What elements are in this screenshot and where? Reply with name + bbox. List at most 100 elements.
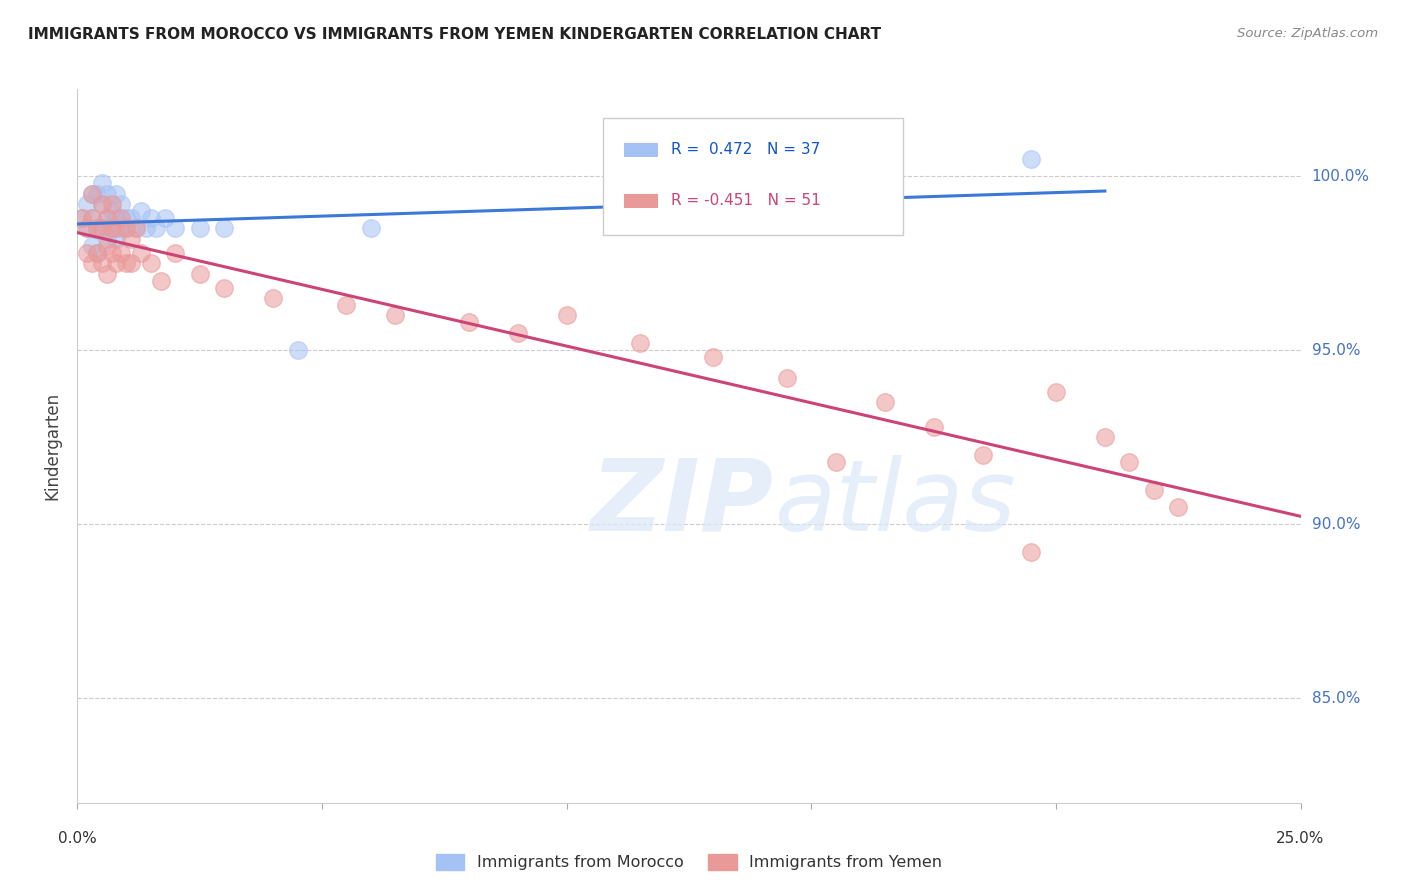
Point: [145, 221, 167, 235]
Point: [86, 221, 108, 235]
Point: [100, 221, 122, 235]
Point: [90, 221, 112, 235]
Point: [972, 448, 994, 462]
Point: [90, 197, 112, 211]
Point: [115, 256, 138, 270]
Point: [120, 232, 142, 246]
Text: R =  0.472   N = 37: R = 0.472 N = 37: [671, 142, 820, 157]
Point: [129, 204, 152, 219]
Text: 25.0%: 25.0%: [1277, 830, 1324, 846]
FancyBboxPatch shape: [624, 143, 658, 157]
Point: [96, 186, 118, 201]
Point: [76, 221, 98, 235]
Text: atlas: atlas: [775, 455, 1017, 551]
Point: [105, 211, 128, 225]
Point: [96, 239, 118, 253]
Point: [105, 186, 128, 201]
FancyBboxPatch shape: [603, 118, 903, 235]
Point: [628, 336, 651, 351]
Point: [212, 221, 235, 235]
Point: [96, 267, 118, 281]
Text: 100.0%: 100.0%: [1312, 169, 1369, 184]
Point: [129, 245, 152, 260]
Point: [80, 211, 103, 225]
Point: [555, 309, 578, 323]
Point: [165, 245, 187, 260]
Point: [125, 221, 148, 235]
Point: [115, 221, 138, 235]
Point: [135, 221, 157, 235]
Point: [100, 245, 122, 260]
Point: [824, 455, 846, 469]
Point: [90, 221, 112, 235]
Legend: Immigrants from Morocco, Immigrants from Yemen: Immigrants from Morocco, Immigrants from…: [429, 847, 949, 877]
Point: [70, 211, 93, 225]
Point: [139, 256, 162, 270]
Point: [212, 280, 235, 294]
Point: [86, 186, 108, 201]
Point: [90, 197, 112, 211]
Point: [120, 256, 142, 270]
Point: [96, 232, 118, 246]
Point: [90, 176, 112, 190]
Point: [287, 343, 309, 358]
Point: [1021, 545, 1043, 559]
Point: [96, 211, 118, 225]
FancyBboxPatch shape: [624, 194, 658, 208]
Point: [188, 267, 211, 281]
Point: [1118, 455, 1140, 469]
Point: [76, 245, 98, 260]
Point: [149, 274, 172, 288]
Text: 95.0%: 95.0%: [1312, 343, 1360, 358]
Point: [80, 239, 103, 253]
Point: [100, 221, 122, 235]
Point: [70, 211, 93, 225]
Point: [105, 256, 128, 270]
Point: [155, 211, 177, 225]
Point: [335, 298, 357, 312]
Point: [80, 211, 103, 225]
Text: IMMIGRANTS FROM MOROCCO VS IMMIGRANTS FROM YEMEN KINDERGARTEN CORRELATION CHART: IMMIGRANTS FROM MOROCCO VS IMMIGRANTS FR…: [28, 27, 882, 42]
Point: [384, 309, 406, 323]
Point: [80, 256, 103, 270]
Point: [262, 291, 284, 305]
Point: [100, 204, 122, 219]
Point: [1094, 430, 1116, 444]
Point: [506, 326, 529, 340]
Point: [110, 221, 132, 235]
Point: [165, 221, 187, 235]
Point: [360, 221, 382, 235]
Point: [96, 211, 118, 225]
Point: [80, 186, 103, 201]
Point: [1167, 500, 1189, 514]
Point: [188, 221, 211, 235]
Point: [86, 245, 108, 260]
Point: [120, 211, 142, 225]
Point: [76, 197, 98, 211]
Y-axis label: Kindergarten: Kindergarten: [44, 392, 62, 500]
Point: [110, 245, 132, 260]
Point: [100, 197, 122, 211]
Point: [922, 420, 945, 434]
Point: [1143, 483, 1166, 497]
Point: [873, 395, 896, 409]
Point: [115, 221, 138, 235]
Point: [80, 186, 103, 201]
Point: [105, 232, 128, 246]
Point: [457, 315, 479, 329]
Point: [1045, 385, 1067, 400]
Text: 90.0%: 90.0%: [1312, 516, 1360, 532]
Point: [105, 221, 128, 235]
Point: [110, 197, 132, 211]
Point: [90, 256, 112, 270]
Point: [86, 245, 108, 260]
Point: [110, 211, 132, 225]
Point: [702, 350, 724, 364]
Text: R = -0.451   N = 51: R = -0.451 N = 51: [671, 193, 820, 208]
Point: [76, 221, 98, 235]
Text: 0.0%: 0.0%: [58, 830, 97, 846]
Text: ZIP: ZIP: [591, 455, 775, 551]
Text: Source: ZipAtlas.com: Source: ZipAtlas.com: [1237, 27, 1378, 40]
Point: [139, 211, 162, 225]
Point: [86, 221, 108, 235]
